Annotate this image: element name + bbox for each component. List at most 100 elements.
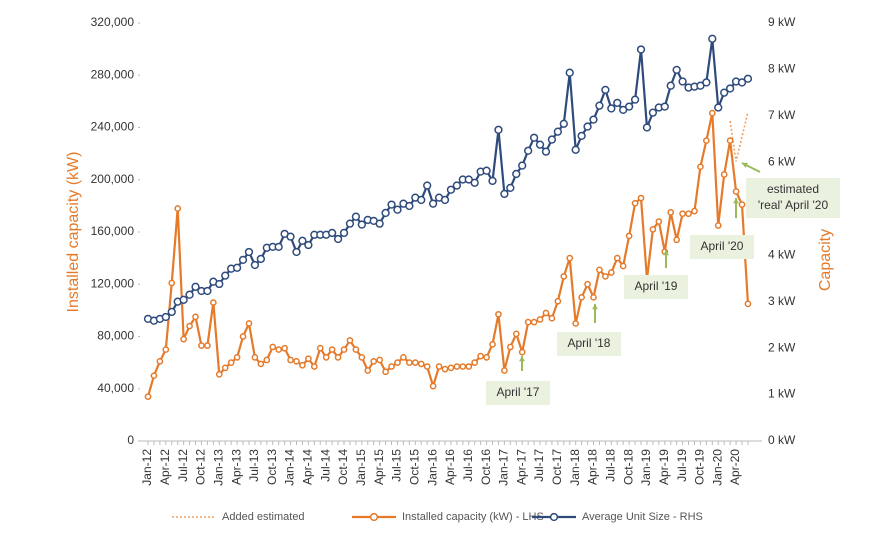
y2-tick-label: 1 kW <box>768 387 796 401</box>
annotation-text: April '19 <box>635 279 678 293</box>
annotation-arrowhead <box>592 304 598 310</box>
data-point <box>697 163 704 171</box>
data-point <box>667 209 675 216</box>
data-point <box>648 108 658 117</box>
data-point <box>287 356 294 364</box>
data-point <box>708 109 716 117</box>
data-point <box>298 236 307 245</box>
data-point <box>441 365 449 373</box>
legend-marker <box>369 512 379 522</box>
data-point <box>293 357 300 365</box>
data-point <box>446 185 456 194</box>
data-point <box>339 228 349 238</box>
data-point <box>483 354 490 361</box>
data-point <box>405 201 414 211</box>
y-tick-label: 320,000 <box>91 15 135 29</box>
annotation-arrowhead <box>663 250 669 256</box>
x-tick-label: Apr-13 <box>229 449 243 485</box>
data-point <box>524 318 532 326</box>
data-point <box>518 161 527 170</box>
y2-tick-label: 9 kW <box>768 15 796 29</box>
data-point <box>304 240 313 250</box>
data-point <box>590 293 597 301</box>
annotation-text: April '18 <box>568 336 611 350</box>
data-point <box>239 333 247 340</box>
x-tick-label: Jul-19 <box>675 449 689 482</box>
data-point <box>411 359 419 366</box>
data-point <box>251 354 259 361</box>
legend-label: Installed capacity (kW) - LHS <box>402 511 544 523</box>
data-point <box>186 322 193 330</box>
x-tick-label: Jan-20 <box>710 449 724 486</box>
data-point <box>518 348 526 356</box>
data-point <box>286 232 295 241</box>
x-tick-label: Apr-19 <box>657 449 671 485</box>
x-tick-label: Jan-19 <box>639 449 653 486</box>
data-point <box>447 364 455 372</box>
data-point <box>185 290 194 299</box>
data-point <box>452 181 462 190</box>
data-point <box>589 115 598 124</box>
data-point <box>672 65 681 75</box>
data-point <box>269 343 277 351</box>
data-point <box>584 280 591 288</box>
y2-tick-label: 0 kW <box>768 433 796 447</box>
data-point <box>400 354 407 361</box>
data-point <box>257 360 265 368</box>
y2-tick-label: 3 kW <box>768 294 796 308</box>
data-point <box>376 356 384 364</box>
data-point <box>501 367 508 374</box>
data-point <box>744 300 752 308</box>
annotation-arrowhead <box>742 162 748 168</box>
x-tick-label: Jan-17 <box>497 449 511 486</box>
data-point <box>203 286 212 296</box>
data-point <box>708 34 717 43</box>
data-point <box>453 363 461 370</box>
data-point <box>630 95 640 104</box>
data-point <box>548 314 556 322</box>
annotation-text: estimated <box>767 182 819 196</box>
data-point <box>566 254 574 262</box>
data-point <box>358 354 366 361</box>
data-point <box>334 354 342 361</box>
data-point <box>559 119 568 128</box>
x-tick-label: Apr-18 <box>586 449 600 485</box>
data-point <box>577 131 586 141</box>
data-point <box>477 352 484 360</box>
data-point <box>601 85 610 95</box>
data-point <box>393 205 402 214</box>
data-point <box>649 226 657 233</box>
data-point <box>328 346 336 353</box>
data-point <box>381 208 390 218</box>
data-point <box>554 297 562 305</box>
data-point <box>655 218 663 225</box>
data-point <box>179 295 188 304</box>
data-point <box>256 254 266 264</box>
data-point <box>327 228 337 238</box>
annotation-text: April '17 <box>497 385 540 399</box>
data-point <box>435 363 443 370</box>
data-point <box>370 357 378 365</box>
data-point <box>714 222 722 229</box>
data-point <box>299 361 306 369</box>
y2-tick-label: 7 kW <box>768 108 796 122</box>
data-point <box>387 200 396 209</box>
data-point <box>429 382 437 390</box>
y2-tick-label: 8 kW <box>768 62 796 76</box>
data-point <box>642 123 652 132</box>
data-point <box>423 181 432 190</box>
data-point <box>245 320 253 327</box>
data-point <box>180 335 187 343</box>
annotation-box <box>690 235 754 259</box>
data-point <box>375 219 384 228</box>
data-point <box>488 176 497 186</box>
data-point <box>631 199 639 207</box>
data-point <box>382 368 389 376</box>
data-point <box>702 78 711 87</box>
data-point <box>495 310 502 318</box>
x-tick-label: Jul-16 <box>461 449 475 482</box>
data-point <box>625 232 633 240</box>
x-tick-label: Oct-19 <box>693 449 707 485</box>
data-point <box>553 127 563 136</box>
y-tick-label: 200,000 <box>91 172 135 186</box>
